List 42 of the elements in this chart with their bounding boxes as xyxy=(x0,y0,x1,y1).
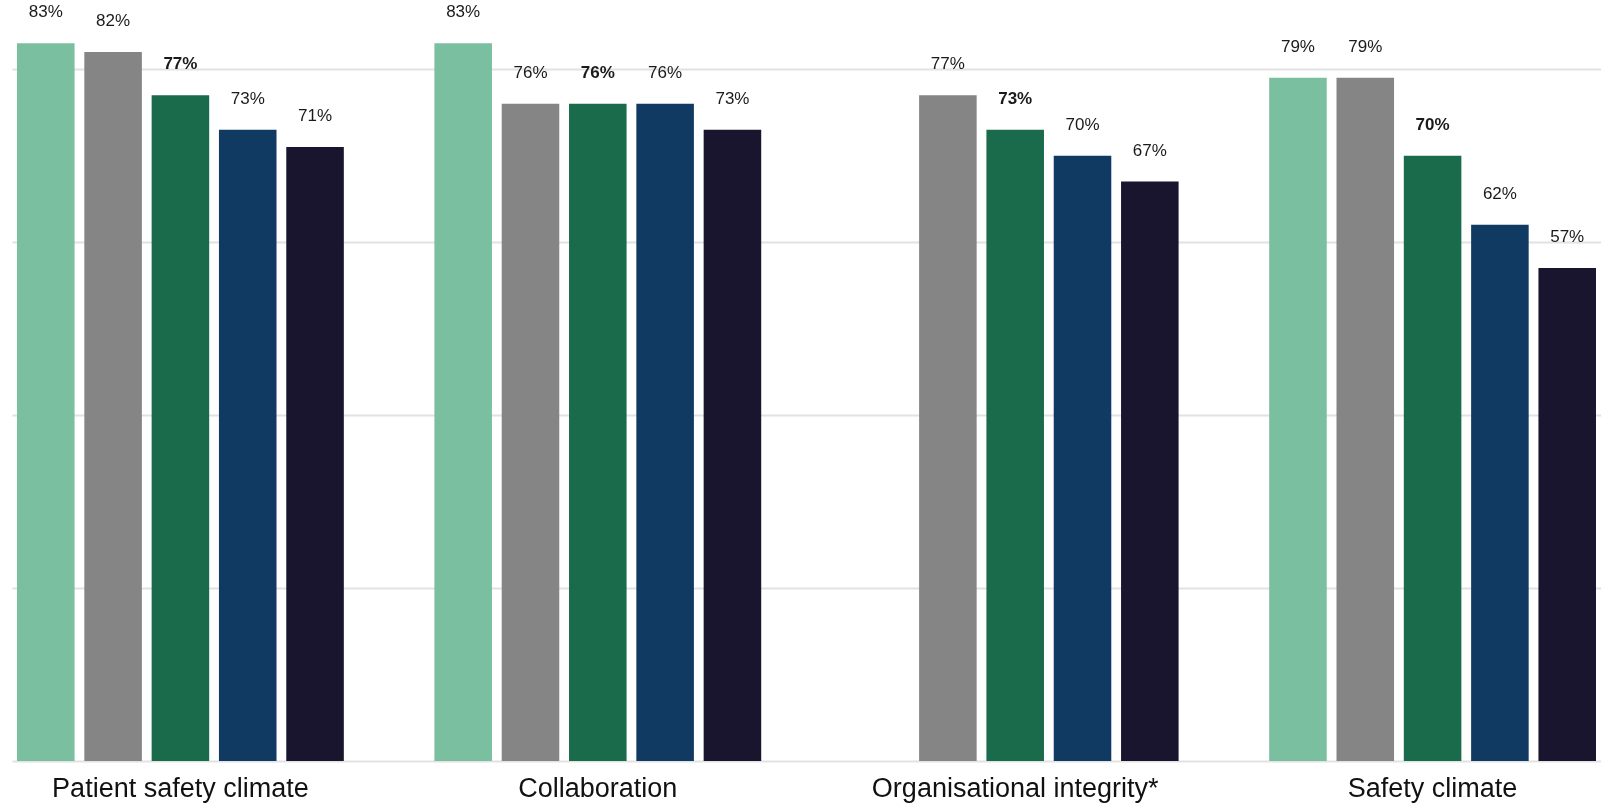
data-label: 71% xyxy=(298,106,333,126)
bar xyxy=(986,129,1044,761)
bar xyxy=(286,147,344,761)
bar xyxy=(434,43,492,761)
data-label: 76% xyxy=(513,62,548,82)
data-label: 73% xyxy=(230,88,265,108)
data-label: 67% xyxy=(1132,140,1167,160)
data-label: 77% xyxy=(163,54,198,74)
data-label: 83% xyxy=(28,2,63,22)
bar xyxy=(1336,77,1395,761)
bar xyxy=(151,95,210,761)
data-label: 83% xyxy=(446,2,481,22)
bar xyxy=(84,51,142,761)
x-tick-label: Safety climate xyxy=(1347,772,1518,803)
data-label: 79% xyxy=(1280,36,1315,56)
x-tick-label: Organisational integrity* xyxy=(871,772,1160,803)
bar xyxy=(569,103,627,761)
data-label: 73% xyxy=(715,88,750,108)
bar xyxy=(1471,224,1529,761)
data-label: 73% xyxy=(998,88,1033,108)
data-label: 82% xyxy=(96,10,131,30)
data-label: 76% xyxy=(580,62,615,82)
bar xyxy=(919,95,977,761)
data-label: 79% xyxy=(1348,36,1383,56)
bar xyxy=(636,103,694,761)
bar xyxy=(1269,77,1327,761)
bar xyxy=(501,103,560,761)
bar xyxy=(703,129,762,761)
bar xyxy=(1053,155,1112,761)
data-label: 70% xyxy=(1415,114,1450,134)
data-label: 77% xyxy=(930,54,965,74)
bar xyxy=(1403,155,1462,761)
data-label: 62% xyxy=(1482,183,1517,203)
data-label: 70% xyxy=(1065,114,1100,134)
bar xyxy=(1121,181,1179,761)
x-tick-label: Collaboration xyxy=(518,772,678,803)
data-label: 57% xyxy=(1550,227,1585,247)
data-label: 76% xyxy=(648,62,683,82)
bar xyxy=(1538,268,1596,761)
bar xyxy=(17,43,75,761)
x-tick-label: Patient safety climate xyxy=(52,772,309,803)
bar xyxy=(218,129,277,761)
